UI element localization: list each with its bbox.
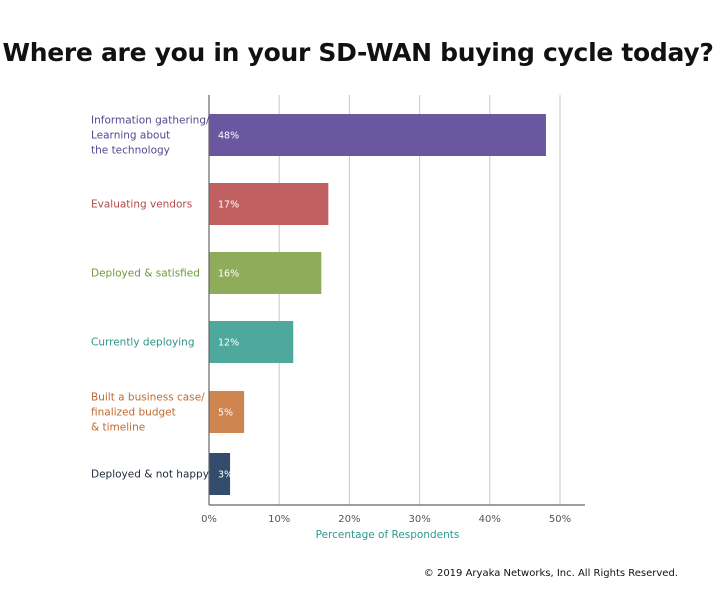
category-label: Currently deploying: [91, 337, 195, 349]
category-label: the technology: [91, 145, 170, 157]
bar-value-label: 12%: [218, 338, 239, 349]
x-tick-label: 40%: [479, 514, 501, 525]
category-label: Evaluating vendors: [91, 199, 192, 211]
bars: 48% 17% 16% 12% 5% 3%: [209, 114, 546, 495]
category-label: Deployed & not happy: [91, 469, 209, 481]
x-tick-label: 0%: [201, 514, 217, 525]
category-label: & timeline: [91, 422, 145, 434]
category-label: finalized budget: [91, 407, 176, 419]
bar-value-label: 48%: [218, 131, 239, 142]
bar: [209, 391, 245, 433]
x-tick-label: 30%: [408, 514, 430, 525]
bar: [209, 453, 231, 495]
bar: [209, 252, 322, 294]
bar: [209, 183, 329, 225]
category-label: Deployed & satisfied: [91, 268, 200, 280]
axes: [208, 95, 585, 506]
bar: [209, 114, 546, 156]
x-axis-title: Percentage of Respondents: [316, 529, 460, 541]
category-label: Learning about: [91, 130, 170, 142]
bar-value-label: 17%: [218, 200, 239, 211]
x-tick-label: 10%: [268, 514, 290, 525]
bar: [209, 321, 294, 363]
category-label: Built a business case/: [91, 392, 205, 404]
chart-title: Where are you in your SD-WAN buying cycl…: [2, 38, 714, 67]
x-tick-label: 50%: [549, 514, 571, 525]
category-labels: Information gathering/Learning about the …: [91, 115, 210, 481]
bar-value-label: 16%: [218, 269, 239, 280]
x-tick-label: 20%: [338, 514, 360, 525]
bar-value-label: 3%: [218, 470, 233, 481]
copyright-notice: © 2019 Aryaka Networks, Inc. All Rights …: [423, 568, 678, 579]
gridlines: [278, 95, 561, 505]
category-label: Information gathering/: [91, 115, 210, 127]
bar-value-label: 5%: [218, 408, 233, 419]
tick-labels: 0% 10% 20% 30% 40% 50%: [201, 514, 571, 525]
